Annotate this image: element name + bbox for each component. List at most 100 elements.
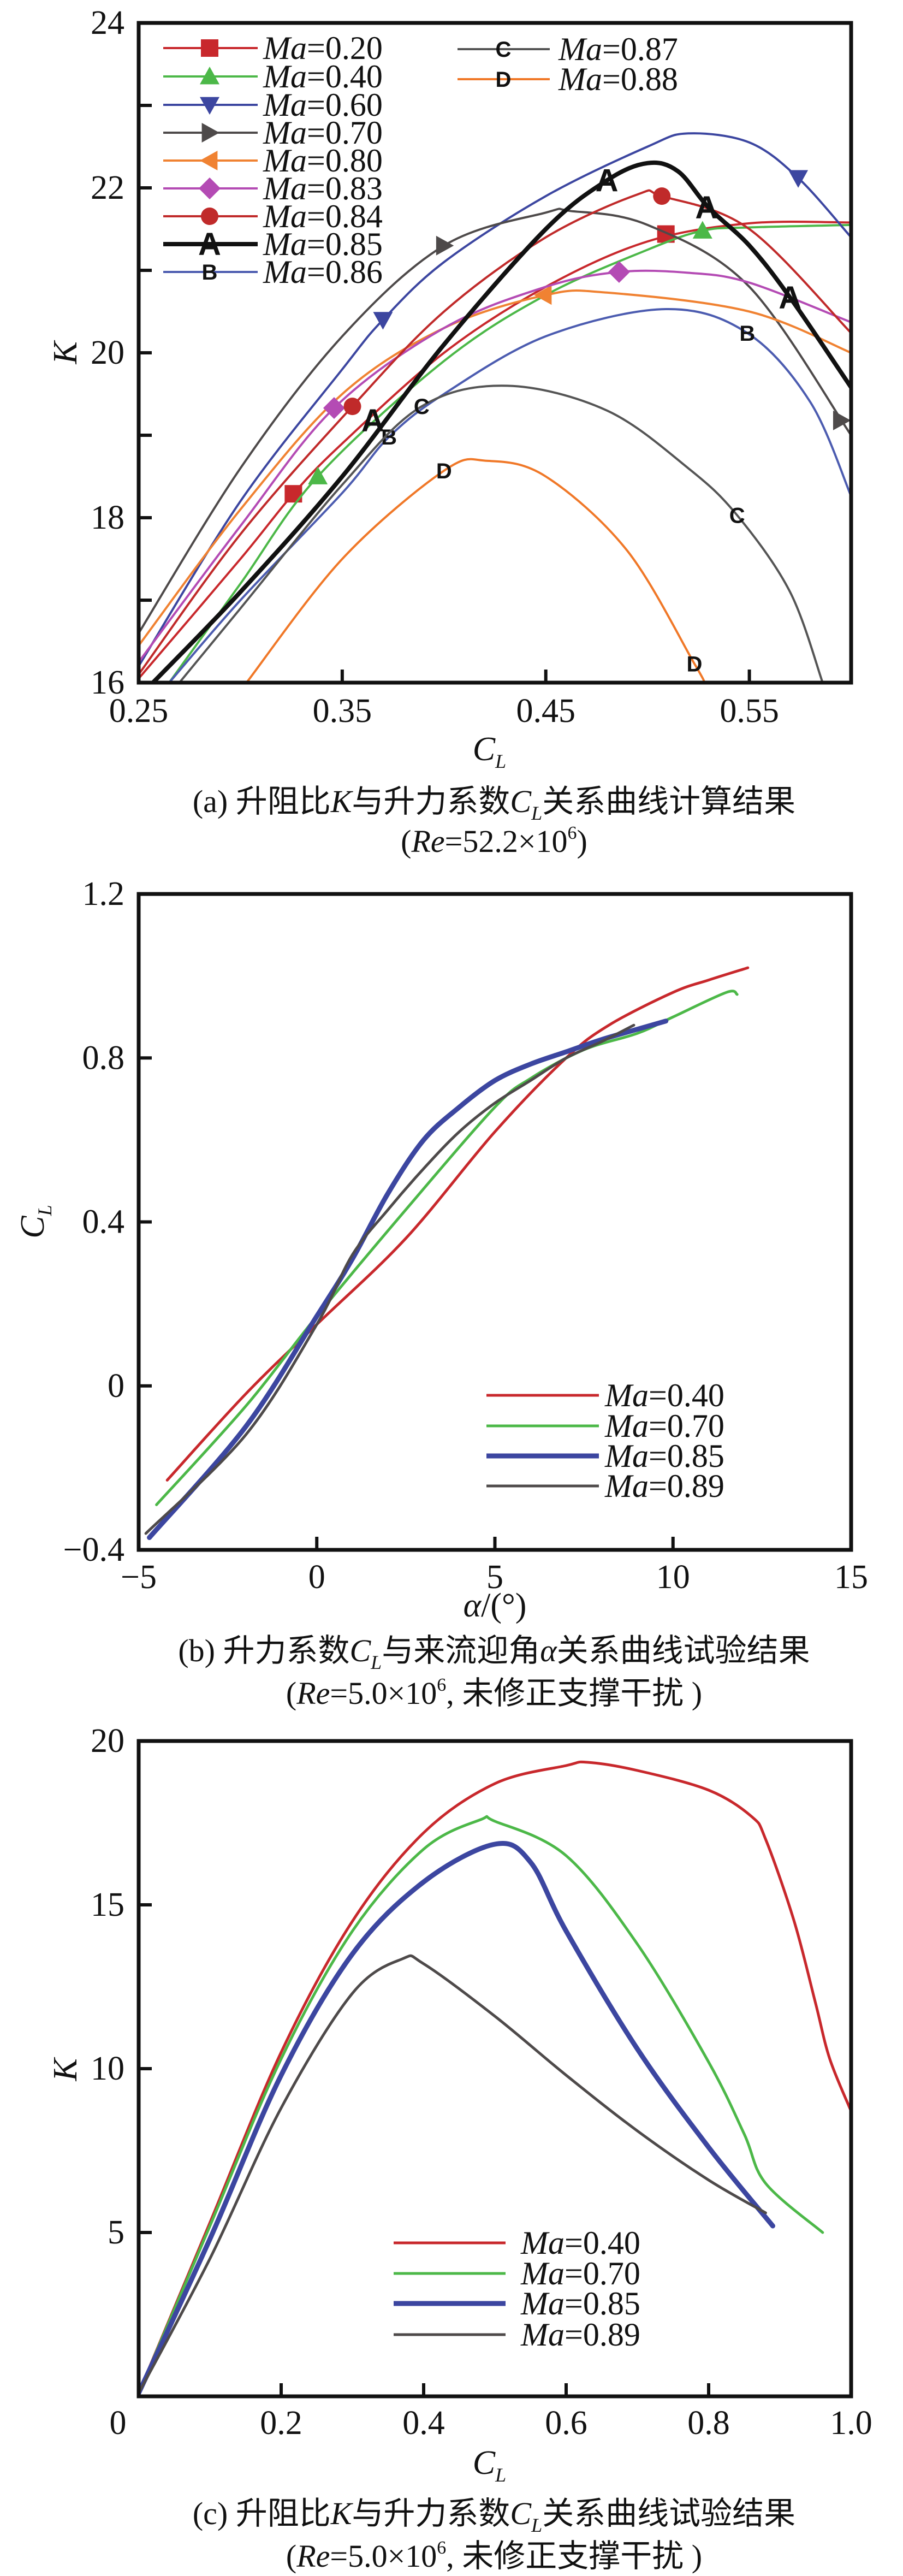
legend-label-value: =0.89	[649, 1468, 724, 1504]
legend-label-var: Ma	[604, 1438, 649, 1474]
plot-frame	[136, 1739, 853, 2399]
y-tick-label: −0.4	[63, 1531, 124, 1568]
x-tick-label: 0.45	[516, 692, 575, 730]
legend-label-value: =0.20	[307, 30, 383, 66]
x-axis-label-sub: L	[495, 750, 506, 772]
y-tick-label: 16	[91, 664, 124, 701]
legend-label: Ma=0.80	[263, 143, 383, 179]
series-line-ma-0-40	[165, 966, 750, 1482]
series-line-ma-0-84	[139, 189, 851, 676]
legend-item: D Ma=0.88	[458, 61, 678, 97]
legend-label-var: Ma	[520, 2285, 565, 2322]
caption-re-value: =5.0×10	[330, 1675, 437, 1711]
legend-label: Ma=0.86	[263, 254, 383, 290]
legend-label: Ma=0.87	[558, 31, 678, 67]
legend-item: Ma=0.89	[486, 1468, 724, 1504]
legend-label-value: =0.70	[307, 115, 383, 151]
plot-area	[144, 966, 750, 1540]
chart-b-lift-coefficient-vs-alpha: −0.400.40.81.2−5 0 5 10 15α/(°)CLMa=0.40Ma=0…	[14, 875, 868, 1711]
caption-title: (c) 升阻比K与升力系数CL关系曲线试验结果	[193, 2496, 795, 2536]
legend-label-var: Ma	[520, 2255, 565, 2291]
caption-sub: L	[370, 1651, 382, 1673]
legend-label: Ma=0.70	[263, 115, 383, 151]
y-tick-label: 0.8	[82, 1039, 125, 1076]
x-tick-label: 0.35	[313, 692, 372, 730]
caption-mid: 与来流迎角	[382, 1633, 540, 1668]
letter-marker-b: B	[739, 322, 755, 346]
letter-marker-b: B	[202, 260, 218, 285]
legend-label-var: Ma	[263, 115, 307, 151]
legend-label: Ma=0.84	[263, 198, 383, 234]
x-tick-label: 0.6	[545, 2405, 587, 2442]
legend-item: Ma=0.80	[163, 143, 383, 179]
series-line-ma-0-70	[139, 208, 851, 635]
legend-label: Ma=0.20	[263, 30, 383, 66]
caption-suffix: 关系曲线计算结果	[542, 784, 795, 819]
legend-label-value: =0.70	[565, 2255, 640, 2291]
legend-item: C Ma=0.87	[458, 31, 678, 67]
series-line-ma-0-70	[139, 1815, 824, 2395]
letter-marker-a: A	[779, 280, 801, 316]
legend-label-var: Ma	[604, 1468, 649, 1504]
caption-re-value: =52.2×10	[445, 824, 568, 859]
legend-label: Ma=0.88	[558, 61, 678, 97]
series-line-ma-0-40	[139, 1760, 851, 2395]
y-tick-label: 1.2	[82, 875, 125, 913]
triangle-down-marker	[788, 170, 809, 188]
legend-label-var: Ma	[263, 87, 307, 123]
x-tick-label: 15	[834, 1559, 868, 1596]
caption-close: , 未修正支撑干扰 )	[446, 2538, 702, 2574]
legend-label: Ma=0.70	[604, 1408, 724, 1444]
legend-label-value: =0.88	[602, 61, 678, 97]
legend-label: Ma=0.60	[263, 87, 383, 123]
letter-marker-d: D	[686, 652, 702, 676]
x-axis-label-unit: /(°)	[481, 1587, 526, 1624]
caption-open: (	[286, 1675, 296, 1711]
letter-marker-d: D	[496, 68, 512, 92]
letter-marker-c: C	[414, 395, 430, 419]
series-line-ma-0-80	[139, 289, 851, 647]
triangle-up-marker	[308, 466, 328, 484]
square-marker	[201, 39, 218, 57]
caption-exponent: 6	[568, 823, 577, 843]
legend-item: Ma=0.20	[163, 30, 383, 66]
y-tick-label: 0	[108, 1367, 124, 1405]
legend-item: A Ma=0.85	[163, 226, 383, 262]
legend-label: Ma=0.89	[604, 1468, 724, 1504]
circle-marker	[201, 208, 218, 225]
caption-v1: C	[349, 1633, 371, 1668]
legend-label-var: Ma	[263, 226, 307, 262]
letter-marker-a: A	[695, 190, 718, 226]
x-axis-label-var: α	[464, 1587, 482, 1624]
legend: Ma=0.20Ma=0.40Ma=0.60Ma=0.70Ma=0.80Ma=0.…	[163, 30, 678, 290]
circle-marker	[343, 398, 361, 416]
legend-item: Ma=0.40	[394, 2225, 640, 2261]
square-marker	[284, 485, 302, 503]
legend-label-var: Ma	[263, 143, 307, 179]
legend-label-value: =0.80	[307, 143, 383, 179]
x-tick-label: 0.4	[402, 2405, 445, 2442]
legend-label-var: Ma	[263, 170, 307, 206]
caption-conditions: (Re=52.2×106)	[401, 823, 587, 859]
legend-label-value: =0.70	[649, 1408, 724, 1444]
legend-item: Ma=0.84	[163, 198, 383, 234]
legend-label-value: =0.85	[649, 1438, 724, 1474]
legend-label-var: Ma	[263, 254, 307, 290]
letter-marker-a: A	[596, 163, 619, 198]
y-axis-label-sub: L	[34, 1205, 56, 1216]
legend-label: Ma=0.85	[604, 1438, 724, 1474]
triangle-right-marker	[436, 235, 454, 256]
legend-item: Ma=0.40	[163, 58, 383, 94]
diamond-marker	[199, 177, 221, 199]
legend-label-var: Ma	[263, 198, 307, 234]
series-line-ma-0-85	[139, 1841, 775, 2396]
legend-item: Ma=0.40	[486, 1377, 724, 1413]
x-axis-label: CL	[473, 731, 506, 772]
legend-label: Ma=0.85	[263, 226, 383, 262]
legend-item: Ma=0.70	[163, 115, 383, 151]
caption-v2: C	[510, 2496, 532, 2531]
